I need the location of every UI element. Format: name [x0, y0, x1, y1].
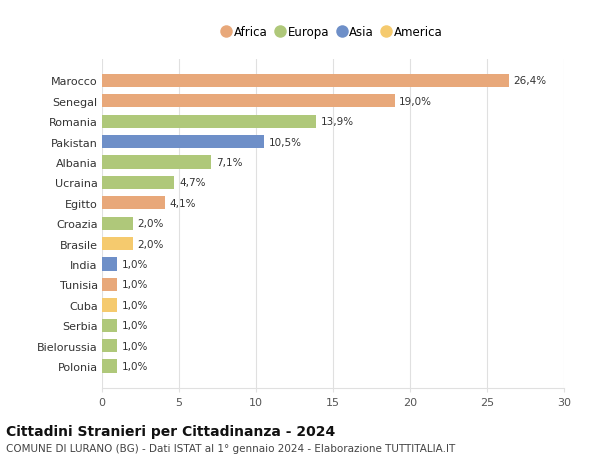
Text: 13,9%: 13,9%: [320, 117, 354, 127]
Text: 4,7%: 4,7%: [179, 178, 205, 188]
Bar: [102, 176, 175, 190]
Text: 4,1%: 4,1%: [170, 198, 196, 208]
Text: COMUNE DI LURANO (BG) - Dati ISTAT al 1° gennaio 2024 - Elaborazione TUTTITALIA.: COMUNE DI LURANO (BG) - Dati ISTAT al 1°…: [6, 443, 455, 453]
Text: 1,0%: 1,0%: [122, 341, 148, 351]
Bar: [102, 115, 316, 129]
Text: 26,4%: 26,4%: [513, 76, 547, 86]
Bar: [102, 197, 165, 210]
Bar: [102, 237, 133, 251]
Text: 2,0%: 2,0%: [137, 219, 164, 229]
Bar: [102, 95, 395, 108]
Text: 1,0%: 1,0%: [122, 361, 148, 371]
Text: 1,0%: 1,0%: [122, 280, 148, 290]
Bar: [102, 360, 118, 373]
Text: 1,0%: 1,0%: [122, 259, 148, 269]
Text: Cittadini Stranieri per Cittadinanza - 2024: Cittadini Stranieri per Cittadinanza - 2…: [6, 425, 335, 438]
Text: 7,1%: 7,1%: [216, 158, 242, 168]
Bar: [102, 217, 133, 230]
Bar: [102, 339, 118, 353]
Text: 19,0%: 19,0%: [399, 96, 432, 106]
Bar: [102, 258, 118, 271]
Bar: [102, 156, 211, 169]
Legend: Africa, Europa, Asia, America: Africa, Europa, Asia, America: [223, 26, 443, 39]
Bar: [102, 299, 118, 312]
Bar: [102, 278, 118, 291]
Bar: [102, 75, 509, 88]
Bar: [102, 319, 118, 332]
Bar: [102, 136, 264, 149]
Text: 10,5%: 10,5%: [268, 137, 301, 147]
Text: 1,0%: 1,0%: [122, 300, 148, 310]
Text: 1,0%: 1,0%: [122, 320, 148, 330]
Text: 2,0%: 2,0%: [137, 239, 164, 249]
